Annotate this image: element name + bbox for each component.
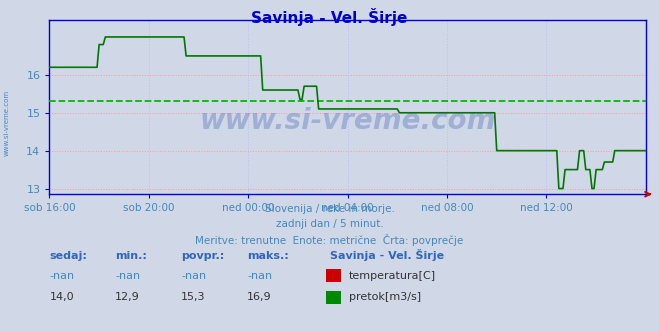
Text: -nan: -nan xyxy=(181,271,206,281)
Text: Savinja - Vel. Širje: Savinja - Vel. Širje xyxy=(251,8,408,26)
Text: sedaj:: sedaj: xyxy=(49,251,87,261)
Text: povpr.:: povpr.: xyxy=(181,251,225,261)
Text: pretok[m3/s]: pretok[m3/s] xyxy=(349,292,420,302)
Text: -nan: -nan xyxy=(115,271,140,281)
Text: 15,3: 15,3 xyxy=(181,292,206,302)
Text: www.si-vreme.com: www.si-vreme.com xyxy=(200,107,496,135)
Text: temperatura[C]: temperatura[C] xyxy=(349,271,436,281)
Text: Slovenija / reke in morje.: Slovenija / reke in morje. xyxy=(264,204,395,214)
Text: Meritve: trenutne  Enote: metrične  Črta: povprečje: Meritve: trenutne Enote: metrične Črta: … xyxy=(195,234,464,246)
Text: maks.:: maks.: xyxy=(247,251,289,261)
Text: Savinja - Vel. Širje: Savinja - Vel. Širje xyxy=(330,249,444,261)
Text: 12,9: 12,9 xyxy=(115,292,140,302)
Text: 14,0: 14,0 xyxy=(49,292,74,302)
Text: min.:: min.: xyxy=(115,251,147,261)
Text: -nan: -nan xyxy=(247,271,272,281)
Text: -nan: -nan xyxy=(49,271,74,281)
Text: 16,9: 16,9 xyxy=(247,292,272,302)
Text: zadnji dan / 5 minut.: zadnji dan / 5 minut. xyxy=(275,219,384,229)
Text: www.si-vreme.com: www.si-vreme.com xyxy=(3,90,10,156)
